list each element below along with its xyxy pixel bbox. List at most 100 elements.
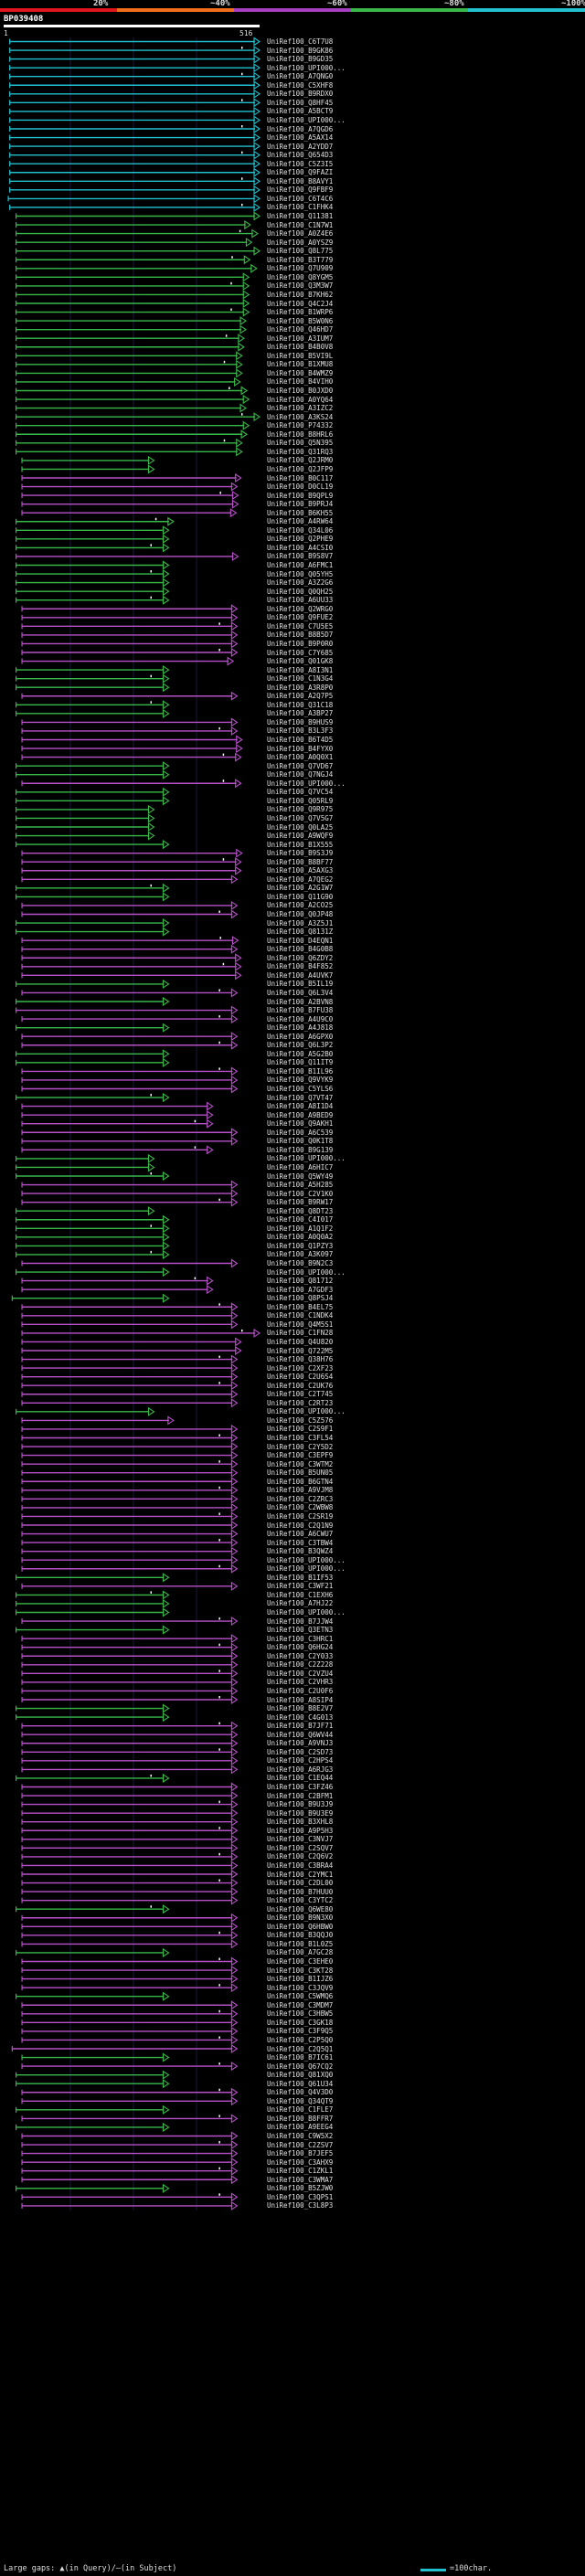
- hit-label[interactable]: UniRef100_B7JJW4: [267, 1617, 334, 1626]
- hit-label[interactable]: UniRef100_Q7VC54: [267, 788, 334, 797]
- hit-label[interactable]: UniRef100_Q46HD7: [267, 325, 334, 334]
- hit-label[interactable]: UniRef100_Q654D3: [267, 151, 334, 160]
- hit-label[interactable]: UniRef100_Q67CQ2: [267, 2062, 334, 2071]
- hit-label[interactable]: UniRef100_B4FYX0: [267, 744, 334, 753]
- hit-label[interactable]: UniRef100_C3F9Q5: [267, 2027, 334, 2036]
- hit-label[interactable]: UniRef100_C2Z228: [267, 1660, 334, 1670]
- hit-label[interactable]: UniRef100_A8SIP4: [267, 1695, 334, 1704]
- hit-label[interactable]: UniRef100_B1IF53: [267, 1573, 334, 1582]
- hit-label[interactable]: UniRef100_Q05YH5: [267, 569, 334, 578]
- hit-label[interactable]: UniRef100_C2DL00: [267, 1879, 334, 1888]
- hit-label[interactable]: UniRef100_C2T745: [267, 1390, 334, 1399]
- hit-label[interactable]: UniRef100_B7JEF5: [267, 2149, 334, 2158]
- hit-label[interactable]: UniRef100_C3WMA7: [267, 2175, 334, 2184]
- hit-label[interactable]: UniRef100_Q31C18: [267, 700, 334, 709]
- hit-label[interactable]: UniRef100_C3WF21: [267, 1582, 334, 1591]
- hit-label[interactable]: UniRef100_C5YLS6: [267, 1085, 334, 1093]
- hit-label[interactable]: UniRef100_B6KH55: [267, 508, 334, 517]
- hit-label[interactable]: UniRef100_B9QPL9: [267, 491, 334, 500]
- hit-label[interactable]: UniRef100_UPI000...: [267, 115, 346, 124]
- hit-label[interactable]: UniRef100_A1Q1F2: [267, 1224, 334, 1233]
- hit-label[interactable]: UniRef100_Q6WV44: [267, 1730, 334, 1739]
- hit-label[interactable]: UniRef100_C5Z576: [267, 1415, 334, 1425]
- hit-label[interactable]: UniRef100_C2SR19: [267, 1511, 334, 1521]
- hit-label[interactable]: UniRef100_C1N3G4: [267, 674, 334, 684]
- hit-label[interactable]: UniRef100_C7Y685: [267, 648, 334, 657]
- hit-label[interactable]: UniRef100_B9S8V7: [267, 552, 334, 561]
- hit-label[interactable]: UniRef100_Q9FUE2: [267, 613, 334, 622]
- hit-label[interactable]: UniRef100_A6HIC7: [267, 1162, 334, 1171]
- hit-label[interactable]: UniRef100_B5W0N6: [267, 316, 334, 325]
- hit-label[interactable]: UniRef100_B6GTN4: [267, 1477, 334, 1486]
- hit-label[interactable]: UniRef100_A3IUM7: [267, 334, 334, 343]
- hit-label[interactable]: UniRef100_C3HBW5: [267, 2009, 334, 2019]
- hit-label[interactable]: UniRef100_C3NVJ7: [267, 1835, 334, 1844]
- hit-label[interactable]: UniRef100_A7QEG2: [267, 875, 334, 884]
- hit-label[interactable]: UniRef100_UPI000...: [267, 1555, 346, 1564]
- hit-label[interactable]: UniRef100_C4I017: [267, 1215, 334, 1224]
- hit-label[interactable]: UniRef100_B4WMZ9: [267, 368, 334, 377]
- hit-label[interactable]: UniRef100_A6CWU7: [267, 1530, 334, 1539]
- hit-label[interactable]: UniRef100_Q05RL9: [267, 796, 334, 805]
- hit-label[interactable]: UniRef100_B6T4D5: [267, 736, 334, 744]
- hit-label[interactable]: UniRef100_B9N2C3: [267, 1259, 334, 1267]
- hit-label[interactable]: UniRef100_B5IL19: [267, 980, 334, 989]
- hit-label[interactable]: UniRef100_D0CL19: [267, 482, 334, 492]
- hit-label[interactable]: UniRef100_C2YMC1: [267, 1870, 334, 1879]
- hit-label[interactable]: UniRef100_A6FMC1: [267, 561, 334, 569]
- hit-label[interactable]: UniRef100_Q3ETN3: [267, 1626, 334, 1635]
- hit-label[interactable]: UniRef100_Q6L3P2: [267, 1041, 334, 1050]
- hit-label[interactable]: UniRef100_Q9R975: [267, 805, 334, 814]
- hit-label[interactable]: UniRef100_UPI000...: [267, 1564, 346, 1574]
- hit-label[interactable]: UniRef100_C3KT28: [267, 1966, 334, 1975]
- hit-label[interactable]: UniRef100_Q0JP48: [267, 910, 334, 918]
- hit-label[interactable]: UniRef100_Q81712: [267, 1277, 334, 1286]
- hit-label[interactable]: UniRef100_Q8PSJ4: [267, 1294, 334, 1303]
- hit-label[interactable]: UniRef100_Q34QT9: [267, 2096, 334, 2105]
- hit-label[interactable]: UniRef100_P74332: [267, 421, 334, 430]
- hit-label[interactable]: UniRef100_A3IZC2: [267, 404, 334, 413]
- hit-label[interactable]: UniRef100_B9P0R0: [267, 639, 334, 648]
- hit-label[interactable]: UniRef100_A2G1W7: [267, 884, 334, 893]
- hit-label[interactable]: UniRef100_C3L8P3: [267, 2201, 334, 2210]
- hit-label[interactable]: UniRef100_UPI000...: [267, 1267, 346, 1277]
- hit-label[interactable]: UniRef100_C2V1K0: [267, 1189, 334, 1198]
- hit-label[interactable]: UniRef100_Q38H76: [267, 1355, 334, 1364]
- hit-label[interactable]: UniRef100_B1WRP6: [267, 308, 334, 317]
- hit-label[interactable]: UniRef100_C2U6S4: [267, 1373, 334, 1382]
- hit-label[interactable]: UniRef100_C3GK18: [267, 2018, 334, 2027]
- hit-label[interactable]: UniRef100_A2Q7P5: [267, 692, 334, 701]
- hit-label[interactable]: UniRef100_B1IJZ6: [267, 1975, 334, 1984]
- hit-label[interactable]: UniRef100_C1EXH6: [267, 1590, 334, 1599]
- hit-label[interactable]: UniRef100_Q1PZY3: [267, 1241, 334, 1250]
- hit-label[interactable]: UniRef100_Q6HBW0: [267, 1922, 334, 1931]
- hit-label[interactable]: UniRef100_C3AHX9: [267, 2157, 334, 2167]
- hit-label[interactable]: UniRef100_B3T779: [267, 255, 334, 264]
- hit-label[interactable]: UniRef100_C2ZSV7: [267, 2140, 334, 2149]
- hit-label[interactable]: UniRef100_C1EQ44: [267, 1774, 334, 1783]
- hit-label[interactable]: UniRef100_A0Q0A2: [267, 1233, 334, 1242]
- hit-label[interactable]: UniRef100_A2BVN8: [267, 997, 334, 1006]
- hit-label[interactable]: UniRef100_A3K097: [267, 1250, 334, 1259]
- hit-label[interactable]: UniRef100_Q2JFP9: [267, 464, 334, 473]
- hit-label[interactable]: UniRef100_A8I3N1: [267, 665, 334, 674]
- hit-label[interactable]: UniRef100_C6T7U8: [267, 37, 334, 46]
- hit-label[interactable]: UniRef100_B8AVY1: [267, 176, 334, 186]
- hit-label[interactable]: UniRef100_C5Z3I5: [267, 159, 334, 168]
- hit-label[interactable]: UniRef100_C2Y5D2: [267, 1442, 334, 1451]
- hit-label[interactable]: UniRef100_Q9FAZI: [267, 168, 334, 177]
- hit-label[interactable]: UniRef100_Q9FBF9: [267, 186, 334, 195]
- hit-label[interactable]: UniRef100_C2HPS4: [267, 1756, 334, 1765]
- hit-label[interactable]: UniRef100_B9GK86: [267, 46, 334, 55]
- hit-label[interactable]: UniRef100_B7FU38: [267, 1006, 334, 1015]
- hit-label[interactable]: UniRef100_Q2JRM0: [267, 456, 334, 465]
- hit-label[interactable]: UniRef100_C3EHE0: [267, 1957, 334, 1966]
- hit-label[interactable]: UniRef100_UPI000...: [267, 1407, 346, 1416]
- hit-label[interactable]: UniRef100_B9HUS9: [267, 717, 334, 726]
- hit-label[interactable]: UniRef100_B9GD35: [267, 55, 334, 64]
- hit-label[interactable]: UniRef100_B9N3X0: [267, 1913, 334, 1923]
- hit-label[interactable]: UniRef100_A4J818: [267, 1023, 334, 1033]
- hit-label[interactable]: UniRef100_B8HRL6: [267, 429, 334, 439]
- hit-label[interactable]: UniRef100_Q31RQ3: [267, 447, 334, 456]
- hit-label[interactable]: UniRef100_A3KS24: [267, 412, 334, 421]
